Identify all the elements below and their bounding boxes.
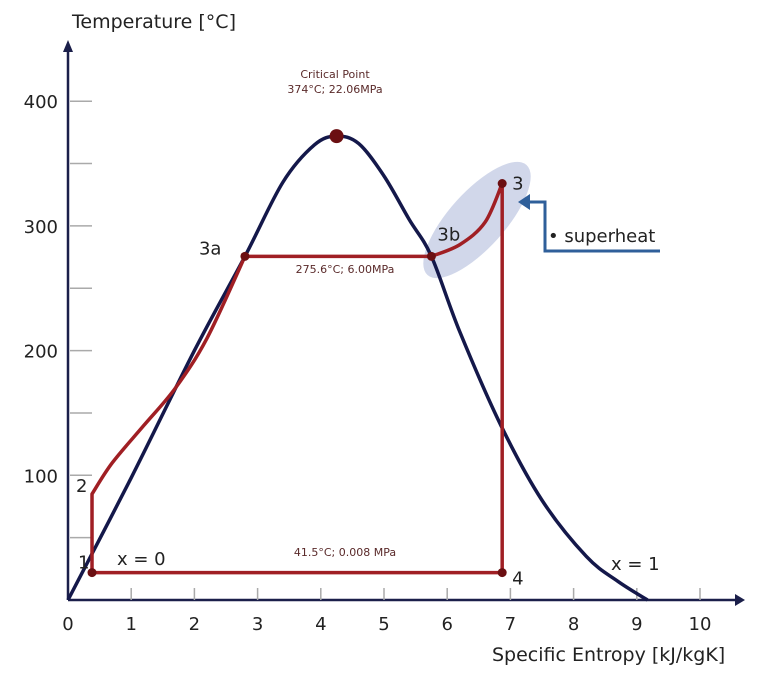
x-axis-title: Specific Entropy [kJ/kgK] [492,644,725,666]
x1-label: x = 1 [611,554,660,575]
y-tick-label: 200 [24,342,58,363]
x-tick-label: 4 [315,614,326,635]
superheat-arrowhead [518,194,530,210]
rankine-cycle-line [90,181,504,575]
high-pressure-label: 275.6°C; 6.00MPa [296,263,395,276]
x-tick-label: 10 [689,614,712,635]
axes: 0 1 2 3 4 5 6 7 8 9 10 100 200 300 400 [24,40,745,635]
saturation-dome-line [66,134,649,602]
series-group: 1 2 3a 3b 3 4 [66,129,649,602]
x-tick-label: 3 [252,614,263,635]
point-marker-1 [87,568,97,578]
critical-point-detail: 374°C; 22.06MPa [287,83,382,96]
x-tick-label: 5 [378,614,389,635]
point-marker-3b [426,251,436,261]
x-tick-label: 8 [568,614,579,635]
y-tick-label: 400 [24,92,58,113]
x0-label: x = 0 [117,549,166,570]
y-tick-label: 100 [24,466,58,487]
point-label-1: 1 [78,553,89,574]
critical-point-marker [329,129,344,144]
y-tick-label: 300 [24,217,58,238]
x-tick-label: 0 [62,614,73,635]
x-tick-label: 1 [125,614,136,635]
x-tick-label: 7 [505,614,516,635]
superheat-highlight [423,161,531,279]
x-axis-arrowhead [735,594,745,606]
low-pressure-label: 41.5°C; 0.008 MPa [294,546,396,559]
critical-point-title: Critical Point [300,68,370,81]
point-label-3b: 3b [437,224,460,245]
x-tick-label: 9 [631,614,642,635]
point-label-4: 4 [512,569,523,590]
point-label-2: 2 [76,476,87,497]
point-marker-3a [240,251,250,261]
superheat-arrow [528,200,660,253]
x-tick-label: 2 [189,614,200,635]
y-axis-arrowhead [63,40,73,52]
y-axis-title: Temperature [°C] [71,11,236,33]
point-label-3a: 3a [199,238,221,259]
point-marker-3 [497,179,507,189]
x-tick-label: 6 [441,614,452,635]
point-marker-4 [497,568,507,578]
point-label-3: 3 [512,174,523,195]
superheat-label: • superheat [548,226,655,247]
